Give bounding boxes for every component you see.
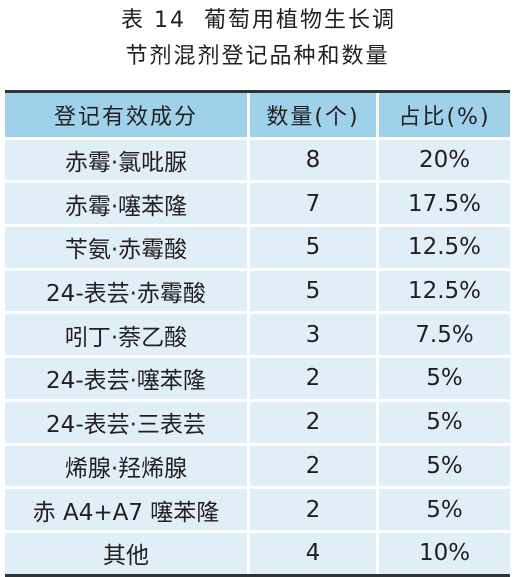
ingredient-cell: 其他 xyxy=(5,529,247,574)
count-cell: 4 xyxy=(247,529,376,574)
ingredient-cell: 24-表芸·三表芸 xyxy=(5,398,247,443)
table-number: 表 14 xyxy=(120,8,186,33)
header-share: 占比(%) xyxy=(376,93,510,137)
ingredient-cell: 烯腺·羟烯腺 xyxy=(5,442,247,487)
share-cell: 12.5% xyxy=(376,267,510,312)
share-cell: 5% xyxy=(376,442,510,487)
table-row: 其他 4 10% xyxy=(5,529,510,574)
ingredient-cell: 赤 A4+A7 噻苯隆 xyxy=(5,486,247,530)
table-row: 赤霉·噻苯隆 7 17.5% xyxy=(5,180,510,225)
table-title-line-2: 节剂混剂登记品种和数量 xyxy=(125,44,390,69)
ingredient-cell: 苄氨·赤霉酸 xyxy=(5,224,247,268)
count-cell: 5 xyxy=(247,224,376,268)
registration-table: 登记有效成分 数量(个) 占比(%) 赤霉·氯吡脲 8 20% 赤霉·噻苯隆 7 17.5… xyxy=(5,90,510,577)
share-cell: 5% xyxy=(376,398,510,443)
header-ingredient: 登记有效成分 xyxy=(5,93,247,137)
share-cell: 12.5% xyxy=(376,224,510,268)
ingredient-cell: 赤霉·氯吡脲 xyxy=(5,136,247,181)
share-cell: 10% xyxy=(376,529,510,574)
count-cell: 5 xyxy=(247,267,376,312)
count-cell: 8 xyxy=(247,136,376,181)
table-row: 24-表芸·噻苯隆 2 5% xyxy=(5,355,510,399)
count-cell: 7 xyxy=(247,180,376,225)
ingredient-cell: 赤霉·噻苯隆 xyxy=(5,180,247,225)
table-title-text: 葡萄用植物生长调 xyxy=(203,8,396,33)
header-count: 数量(个) xyxy=(247,93,376,137)
ingredient-cell: 24-表芸·赤霉酸 xyxy=(5,267,247,312)
ingredient-cell: 吲丁·萘乙酸 xyxy=(5,311,247,356)
table-row: 赤 A4+A7 噻苯隆 2 5% xyxy=(5,486,510,530)
count-cell: 2 xyxy=(247,355,376,399)
count-cell: 2 xyxy=(247,398,376,443)
share-cell: 17.5% xyxy=(376,180,510,225)
count-cell: 2 xyxy=(247,442,376,487)
share-cell: 5% xyxy=(376,355,510,399)
count-cell: 2 xyxy=(247,486,376,530)
table-row: 烯腺·羟烯腺 2 5% xyxy=(5,442,510,487)
table-row: 赤霉·氯吡脲 8 20% xyxy=(5,136,510,181)
share-cell: 7.5% xyxy=(376,311,510,356)
share-cell: 20% xyxy=(376,136,510,181)
table-header-row: 登记有效成分 数量(个) 占比(%) xyxy=(5,93,510,137)
table-row: 吲丁·萘乙酸 3 7.5% xyxy=(5,311,510,356)
table-row: 24-表芸·赤霉酸 5 12.5% xyxy=(5,267,510,312)
table-title-line-1: 表 14 葡萄用植物生长调 xyxy=(0,6,515,36)
share-cell: 5% xyxy=(376,486,510,530)
table-row: 24-表芸·三表芸 2 5% xyxy=(5,398,510,443)
ingredient-cell: 24-表芸·噻苯隆 xyxy=(5,355,247,399)
table-row: 苄氨·赤霉酸 5 12.5% xyxy=(5,224,510,268)
count-cell: 3 xyxy=(247,311,376,356)
table-body: 赤霉·氯吡脲 8 20% 赤霉·噻苯隆 7 17.5% 苄氨·赤霉酸 5 12.5% 24-表芸·… xyxy=(5,136,510,574)
